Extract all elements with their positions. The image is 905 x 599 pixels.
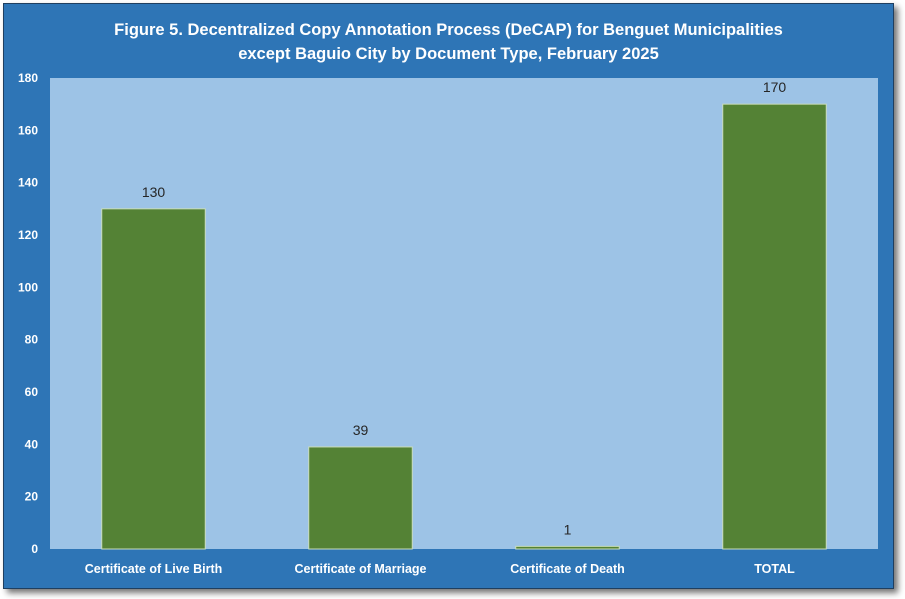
bar-chart: 0 20 40 60 80 100 120 140 160 180 130 39 1 170 Certi… [18,71,878,576]
y-tick-label: 140 [18,176,38,190]
x-category-label: TOTAL [754,562,795,576]
chart-title-line-1: Figure 5. Decentralized Copy Annotation … [114,21,783,39]
bar [308,446,413,550]
chart-title-line-2: except Baguio City by Document Type, Feb… [238,45,659,63]
data-label: 170 [763,79,787,95]
bar [515,545,620,550]
y-tick-label: 100 [18,280,38,294]
y-tick-label: 80 [25,333,39,347]
chart-frame: Figure 5. Decentralized Copy Annotation … [3,3,894,589]
y-tick-label: 160 [18,123,38,137]
y-tick-label: 40 [25,437,39,451]
y-tick-label: 0 [31,542,38,556]
y-tick-label: 180 [18,71,38,85]
data-label: 1 [564,521,572,537]
bar [722,103,827,550]
data-label: 39 [353,422,369,438]
x-category-label: Certificate of Marriage [295,562,427,576]
x-category-label: Certificate of Death [510,562,625,576]
data-label: 130 [142,184,166,200]
x-category-label: Certificate of Live Birth [85,562,223,576]
x-axis: Certificate of Live Birth Certificate of … [85,562,795,576]
bars: 130 39 1 170 [101,79,827,550]
chart-title: Figure 5. Decentralized Copy Annotation … [4,18,893,66]
y-tick-label: 60 [25,385,39,399]
y-tick-label: 120 [18,228,38,242]
y-axis: 0 20 40 60 80 100 120 140 160 180 [18,71,38,556]
bar [101,208,206,550]
y-tick-label: 20 [25,490,39,504]
